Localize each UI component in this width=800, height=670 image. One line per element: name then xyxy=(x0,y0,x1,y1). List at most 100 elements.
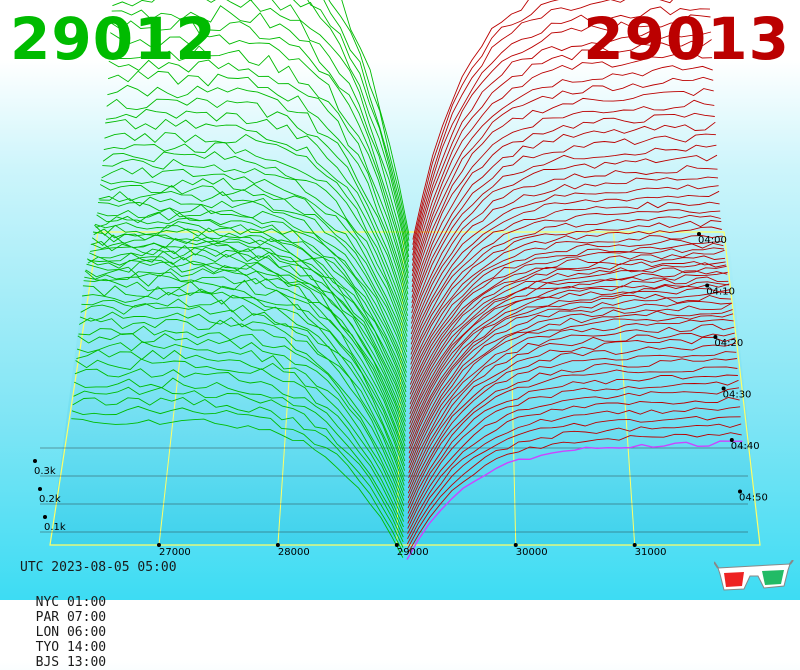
bid-profile-line xyxy=(77,333,405,512)
3d-glasses-icon[interactable] xyxy=(714,560,794,594)
bid-profile-line xyxy=(94,221,407,393)
bid-profile-line xyxy=(102,158,408,343)
ask-profile-line xyxy=(410,184,719,340)
time-tick-dot xyxy=(713,335,718,339)
bid-profile-line xyxy=(95,216,407,388)
ask-profile-line xyxy=(410,209,721,355)
price-tick-dot xyxy=(513,543,518,547)
ask-profile-line xyxy=(408,283,730,439)
ask-profile-line xyxy=(410,235,723,375)
ask-profile-line xyxy=(407,387,740,529)
bid-profile-line xyxy=(293,0,410,258)
bid-profile-line xyxy=(74,377,404,538)
bid-profile-line xyxy=(73,386,404,543)
city-times: NYC 01:00 PAR 07:00 LON 06:00 TYO 14:00 … xyxy=(20,580,132,670)
bid-profile-line xyxy=(106,97,409,311)
bid-profile-line xyxy=(84,270,406,462)
ask-profile-line xyxy=(407,351,737,504)
bid-profile-line xyxy=(90,240,406,422)
ask-profile-line xyxy=(408,291,731,449)
ask-profile-line xyxy=(406,440,743,560)
bid-profile-line xyxy=(72,397,404,548)
ask-profile-line xyxy=(410,165,718,329)
ask-profile-line xyxy=(411,99,715,298)
bid-profile-line xyxy=(89,247,406,432)
ask-profile-line xyxy=(411,112,715,304)
ask-profile-line xyxy=(407,342,736,499)
bid-profile-line xyxy=(74,368,404,533)
volume-tick-dot xyxy=(38,487,42,491)
bid-profile-line xyxy=(78,317,405,501)
bid-profile-line xyxy=(307,0,410,252)
bid-profile-line xyxy=(104,132,408,327)
volume-tick-dot xyxy=(43,515,47,519)
bid-profile-line xyxy=(90,245,406,427)
bid-profile-line xyxy=(103,142,408,332)
ask-profile-line xyxy=(411,121,716,308)
bid-profile-line xyxy=(79,311,405,497)
ask-profile-line xyxy=(409,249,725,395)
floor-shadow xyxy=(50,200,760,545)
ask-profile-line xyxy=(410,220,722,365)
ask-profile-line xyxy=(411,88,714,293)
price-tick-label: 29000 xyxy=(397,547,429,558)
ask-profile-line xyxy=(409,265,727,415)
ask-profile-line xyxy=(411,52,713,277)
bid-profile-line xyxy=(71,418,404,558)
volume-tick-label: 0.3k xyxy=(34,466,56,477)
ask-profile-line xyxy=(411,30,712,266)
floor-frame xyxy=(49,231,761,546)
bid-profile-line xyxy=(98,195,408,368)
ask-profile-line xyxy=(409,262,727,410)
ask-profile-line xyxy=(410,226,722,370)
bid-profile-line xyxy=(86,261,406,452)
ask-profile-line xyxy=(408,287,730,444)
city-time: LON 06:00 xyxy=(35,625,107,640)
bid-profile-line xyxy=(82,285,405,477)
bid-profile-line xyxy=(80,303,405,491)
bid-profile-line xyxy=(248,0,410,262)
volume-tick-label: 0.2k xyxy=(39,494,61,505)
time-tick-dot xyxy=(738,489,742,494)
utc-time: UTC 2023-08-05 05:00 xyxy=(20,560,177,575)
price-gridline xyxy=(158,231,195,546)
bid-profile-line xyxy=(107,70,409,301)
bid-profile-line xyxy=(108,59,409,295)
time-tick-label: 04:30 xyxy=(723,390,752,401)
ask-profile-line xyxy=(411,76,714,288)
time-tick-label: 04:20 xyxy=(714,338,743,349)
ask-profile-line xyxy=(408,319,734,479)
price-tick-label: 31000 xyxy=(635,547,667,558)
time-tick-dot xyxy=(697,232,701,236)
bid-profile-line xyxy=(99,184,408,358)
time-tick-label: 04:10 xyxy=(706,287,735,298)
time-tick-dot xyxy=(729,438,734,442)
bid-profile-line xyxy=(85,266,406,456)
ask-profile-line xyxy=(406,423,742,550)
bid-profile-line xyxy=(110,32,409,284)
city-time: NYC 01:00 xyxy=(35,595,107,610)
price-tick-dot xyxy=(632,543,637,547)
bid-price: 29012 xyxy=(10,5,217,73)
ask-profile-line xyxy=(409,261,726,405)
ask-profile-line xyxy=(407,336,736,494)
ask-profile-line xyxy=(407,332,735,489)
bid-profile-line xyxy=(112,0,409,268)
bid-profile-line xyxy=(102,151,408,337)
price-tick-dot xyxy=(156,543,161,547)
ask-profile-line xyxy=(409,255,726,400)
ask-profile-line xyxy=(408,323,735,484)
bid-profile-line xyxy=(91,234,407,413)
bid-profile-line xyxy=(83,278,406,471)
bid-profile-line xyxy=(84,274,406,467)
ask-profile-line xyxy=(411,144,717,319)
axis-ticks: 27000 28000 29000 30000 31000 0.1k 0.2k 0.3k 04:… xyxy=(33,232,768,558)
volume-tick-label: 0.1k xyxy=(44,522,66,533)
time-tick-dot xyxy=(705,283,710,288)
bid-depth-series xyxy=(71,0,410,558)
bid-profile-line xyxy=(111,5,409,274)
bid-profile-line xyxy=(100,177,408,353)
ask-profile-line xyxy=(409,270,728,419)
ask-profile-line xyxy=(411,65,713,282)
bid-profile-line xyxy=(97,207,407,378)
